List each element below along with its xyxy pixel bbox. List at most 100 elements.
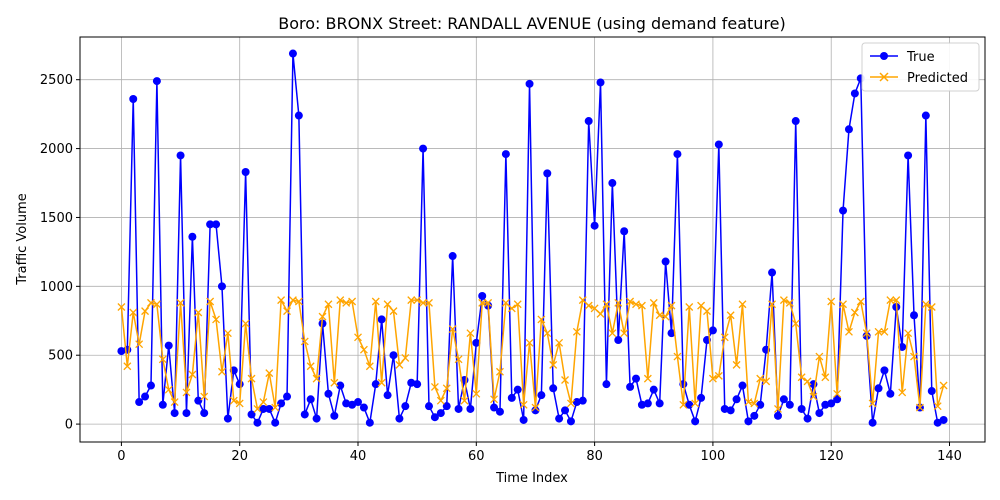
data-point-true xyxy=(188,232,197,241)
data-point-true xyxy=(129,94,138,103)
data-point-true xyxy=(336,381,345,390)
data-point-true xyxy=(714,140,723,149)
data-point-predicted xyxy=(448,325,457,334)
data-point-predicted xyxy=(442,384,451,393)
data-point-true xyxy=(833,395,842,404)
data-point-predicted xyxy=(253,404,262,413)
data-point-predicted xyxy=(915,403,924,412)
data-point-predicted xyxy=(815,352,824,361)
data-point-true xyxy=(531,406,540,415)
data-point-predicted xyxy=(821,373,830,382)
data-point-true xyxy=(643,399,652,408)
legend: True Predicted xyxy=(861,42,980,92)
data-point-true xyxy=(750,411,759,420)
data-point-predicted xyxy=(141,307,150,316)
x-tick-label: 80 xyxy=(586,449,603,464)
data-point-true xyxy=(194,396,203,405)
data-point-predicted xyxy=(732,360,741,369)
data-point-predicted xyxy=(561,376,569,384)
data-point-predicted xyxy=(868,399,877,408)
data-point-predicted xyxy=(436,396,445,405)
data-point-predicted xyxy=(572,327,581,336)
data-point-predicted xyxy=(152,300,161,309)
data-point-true xyxy=(395,414,404,423)
data-point-true xyxy=(235,380,244,389)
data-point-true xyxy=(371,380,380,389)
data-point-true xyxy=(466,404,475,413)
data-point-true xyxy=(507,393,516,402)
data-point-true xyxy=(839,206,848,215)
data-point-predicted xyxy=(762,377,771,386)
data-point-true xyxy=(744,417,753,426)
data-point-predicted xyxy=(454,355,463,364)
data-point-true xyxy=(874,384,883,393)
data-point-true xyxy=(661,257,670,266)
data-point-predicted xyxy=(661,312,670,321)
data-point-true xyxy=(330,411,339,420)
data-point-true xyxy=(283,392,292,401)
data-point-true xyxy=(697,393,706,402)
data-point-true xyxy=(738,381,747,390)
data-point-predicted xyxy=(685,303,694,311)
legend-label-predicted: Predicted xyxy=(907,71,968,86)
data-point-true xyxy=(566,417,575,426)
data-point-predicted xyxy=(377,378,386,387)
x-tick-label: 40 xyxy=(350,449,367,464)
data-point-predicted xyxy=(608,329,617,338)
data-point-predicted xyxy=(910,352,918,361)
data-point-true xyxy=(667,329,676,338)
data-point-predicted xyxy=(803,377,812,386)
data-point-predicted xyxy=(620,329,629,338)
data-point-true xyxy=(791,117,800,126)
y-tick-label: 0 xyxy=(65,418,73,433)
data-point-true xyxy=(655,399,664,408)
data-point-true xyxy=(578,396,587,405)
data-point-predicted xyxy=(342,298,351,307)
data-point-predicted xyxy=(726,311,735,320)
data-point-predicted xyxy=(348,297,357,306)
data-point-true xyxy=(424,402,433,411)
data-point-predicted xyxy=(862,329,871,338)
data-point-predicted xyxy=(673,352,682,361)
data-point-predicted xyxy=(478,298,487,307)
data-point-predicted xyxy=(874,327,883,336)
data-point-true xyxy=(501,150,510,159)
data-point-true xyxy=(288,49,297,58)
data-point-predicted xyxy=(744,398,753,407)
data-point-predicted xyxy=(389,307,398,316)
data-point-true xyxy=(904,151,913,160)
data-point-predicted xyxy=(430,382,439,391)
data-point-true xyxy=(271,418,280,427)
data-point-true xyxy=(377,315,386,324)
data-point-true xyxy=(247,410,256,419)
data-point-true xyxy=(200,409,209,418)
data-point-predicted xyxy=(643,374,652,383)
data-point-predicted xyxy=(566,399,575,408)
data-point-true xyxy=(212,220,221,229)
data-point-predicted xyxy=(543,329,552,338)
data-point-true xyxy=(886,389,895,398)
legend-marker-true xyxy=(880,52,888,60)
data-point-true xyxy=(383,391,392,400)
data-point-predicted xyxy=(880,327,889,336)
data-point-true xyxy=(490,403,499,412)
data-point-true xyxy=(430,413,439,422)
data-point-true xyxy=(223,414,232,423)
data-point-predicted xyxy=(513,300,522,309)
data-point-predicted xyxy=(797,373,806,382)
data-point-true xyxy=(803,414,812,423)
data-point-predicted xyxy=(714,371,723,380)
data-point-predicted xyxy=(549,360,558,369)
axis-ticks: 0 20 40 60 80 100 120 140 0 500 1000 1500 2000 2500 xyxy=(40,73,962,464)
data-point-predicted xyxy=(774,404,782,413)
data-point-predicted xyxy=(679,400,688,409)
data-point-predicted xyxy=(768,300,777,309)
data-point-true xyxy=(880,366,889,375)
data-point-true xyxy=(176,151,185,160)
data-point-predicted xyxy=(188,370,197,379)
data-point-predicted xyxy=(921,300,930,309)
data-point-true xyxy=(732,395,741,404)
data-point-true xyxy=(584,117,593,126)
data-point-true xyxy=(217,282,226,291)
